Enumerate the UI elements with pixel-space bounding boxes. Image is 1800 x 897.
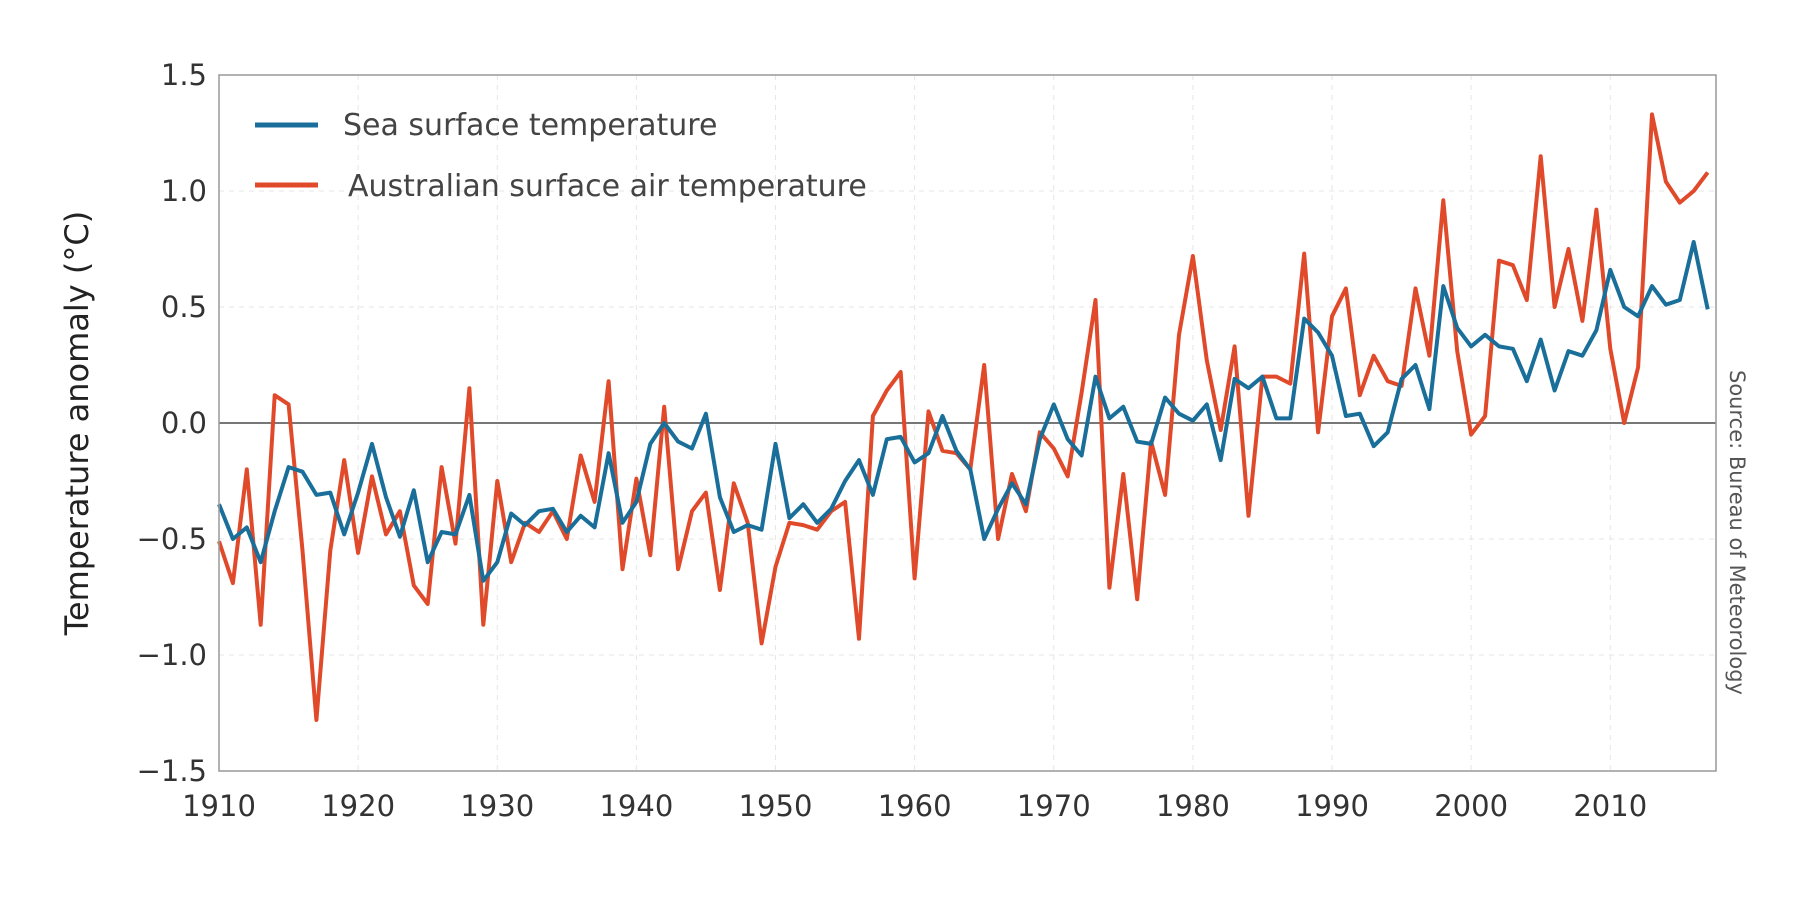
x-tick-label: 1950 bbox=[739, 789, 813, 823]
x-tick-label: 1980 bbox=[1156, 789, 1230, 823]
legend-label-sea: Sea surface temperature bbox=[343, 108, 717, 143]
series-lines bbox=[217, 112, 1710, 722]
source-note: Source: Bureau of Meteorology bbox=[1725, 370, 1749, 695]
x-tick-label: 1970 bbox=[1017, 789, 1091, 823]
y-tick-label: 0.0 bbox=[161, 406, 207, 440]
x-tick-label: 1910 bbox=[182, 789, 256, 823]
y-axis-label: Temperature anomaly (°C) bbox=[58, 211, 96, 636]
x-axis-ticks: 1910 1920 1930 1940 1950 1960 1970 1980 1990 2000… bbox=[182, 789, 1647, 823]
y-tick-label: 1.5 bbox=[161, 58, 207, 92]
plot-frame bbox=[218, 74, 1717, 772]
y-tick-label: −1.0 bbox=[137, 638, 207, 672]
y-tick-label: 1.0 bbox=[161, 174, 207, 208]
legend-label-air: Australian surface air temperature bbox=[348, 169, 867, 204]
x-tick-label: 1990 bbox=[1295, 789, 1369, 823]
x-tick-label: 2000 bbox=[1434, 789, 1508, 823]
y-tick-label: 0.5 bbox=[161, 290, 207, 324]
x-tick-label: 1930 bbox=[460, 789, 534, 823]
y-axis-ticks: 1.5 1.0 0.5 0.0 −0.5 −1.0 −1.5 bbox=[137, 58, 207, 788]
series-line-air bbox=[217, 112, 1710, 722]
series-line-sea-surface bbox=[217, 240, 1710, 583]
x-tick-label: 2010 bbox=[1573, 789, 1647, 823]
y-tick-label: −0.5 bbox=[137, 522, 207, 556]
x-tick-label: 1940 bbox=[599, 789, 673, 823]
x-tick-label: 1960 bbox=[878, 789, 952, 823]
y-tick-label: −1.5 bbox=[137, 754, 207, 788]
x-tick-label: 1920 bbox=[321, 789, 395, 823]
legend: Sea surface temperature Australian surfa… bbox=[255, 108, 867, 204]
